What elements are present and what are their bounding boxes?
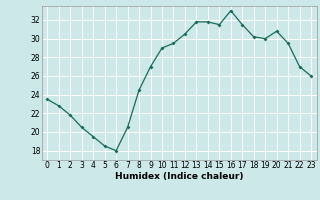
X-axis label: Humidex (Indice chaleur): Humidex (Indice chaleur) [115, 172, 244, 181]
